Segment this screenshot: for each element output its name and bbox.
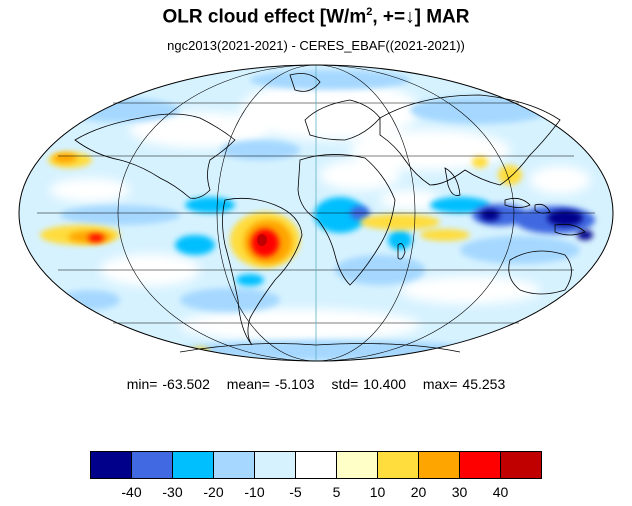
- mollweide-map: [18, 64, 614, 362]
- map-title-rest: , +=↓] MAR: [372, 6, 470, 28]
- colorbar-label: -5: [289, 484, 302, 500]
- colorbar-box: [172, 451, 214, 479]
- colorbar-label: -40: [121, 484, 142, 500]
- colorbar-label: 10: [369, 484, 386, 500]
- colorbar-box: [295, 451, 337, 479]
- colorbar-label: -30: [162, 484, 183, 500]
- map-title-sup: 2: [366, 6, 373, 18]
- colorbar-label: 20: [410, 484, 427, 500]
- colorbar-box: [377, 451, 419, 479]
- colorbar-box: [459, 451, 501, 479]
- stat-max: max= 45.253: [422, 376, 506, 392]
- colorbar-label: 40: [492, 484, 509, 500]
- colorbar-box: [418, 451, 460, 479]
- colorbar-box: [336, 451, 378, 479]
- stat-std: std= 10.400: [331, 376, 406, 392]
- colorbar-label: 30: [451, 484, 468, 500]
- map-subtitle: ngc2013(2021-2021) - CERES_EBAF((2021-20…: [167, 38, 465, 53]
- colorbar-box: [254, 451, 296, 479]
- colorbar-label: 5: [332, 484, 341, 500]
- map-title: OLR cloud effect [W/m2, +=↓] MAR: [0, 6, 632, 28]
- colorbar-box: [500, 451, 542, 479]
- stat-min: min= -63.502: [126, 376, 210, 392]
- stat-mean: mean= -5.103: [226, 376, 315, 392]
- stats-line: min= -63.502 mean= -5.103 std= 10.400 ma…: [0, 376, 632, 392]
- colorbar-box: [90, 451, 132, 479]
- colorbar-box: [131, 451, 173, 479]
- map-title-main: OLR cloud effect [W/m: [162, 6, 367, 28]
- map-border: [18, 64, 614, 362]
- colorbar-label: -10: [244, 484, 265, 500]
- colorbar-box: [213, 451, 255, 479]
- colorbar: [90, 451, 542, 479]
- coastlines: [74, 73, 586, 353]
- colorbar-label: -20: [203, 484, 224, 500]
- map-panel: [18, 64, 614, 362]
- colorbar-labels: -40 -30 -20 -10 -5 5 10 20 30 40: [0, 484, 632, 504]
